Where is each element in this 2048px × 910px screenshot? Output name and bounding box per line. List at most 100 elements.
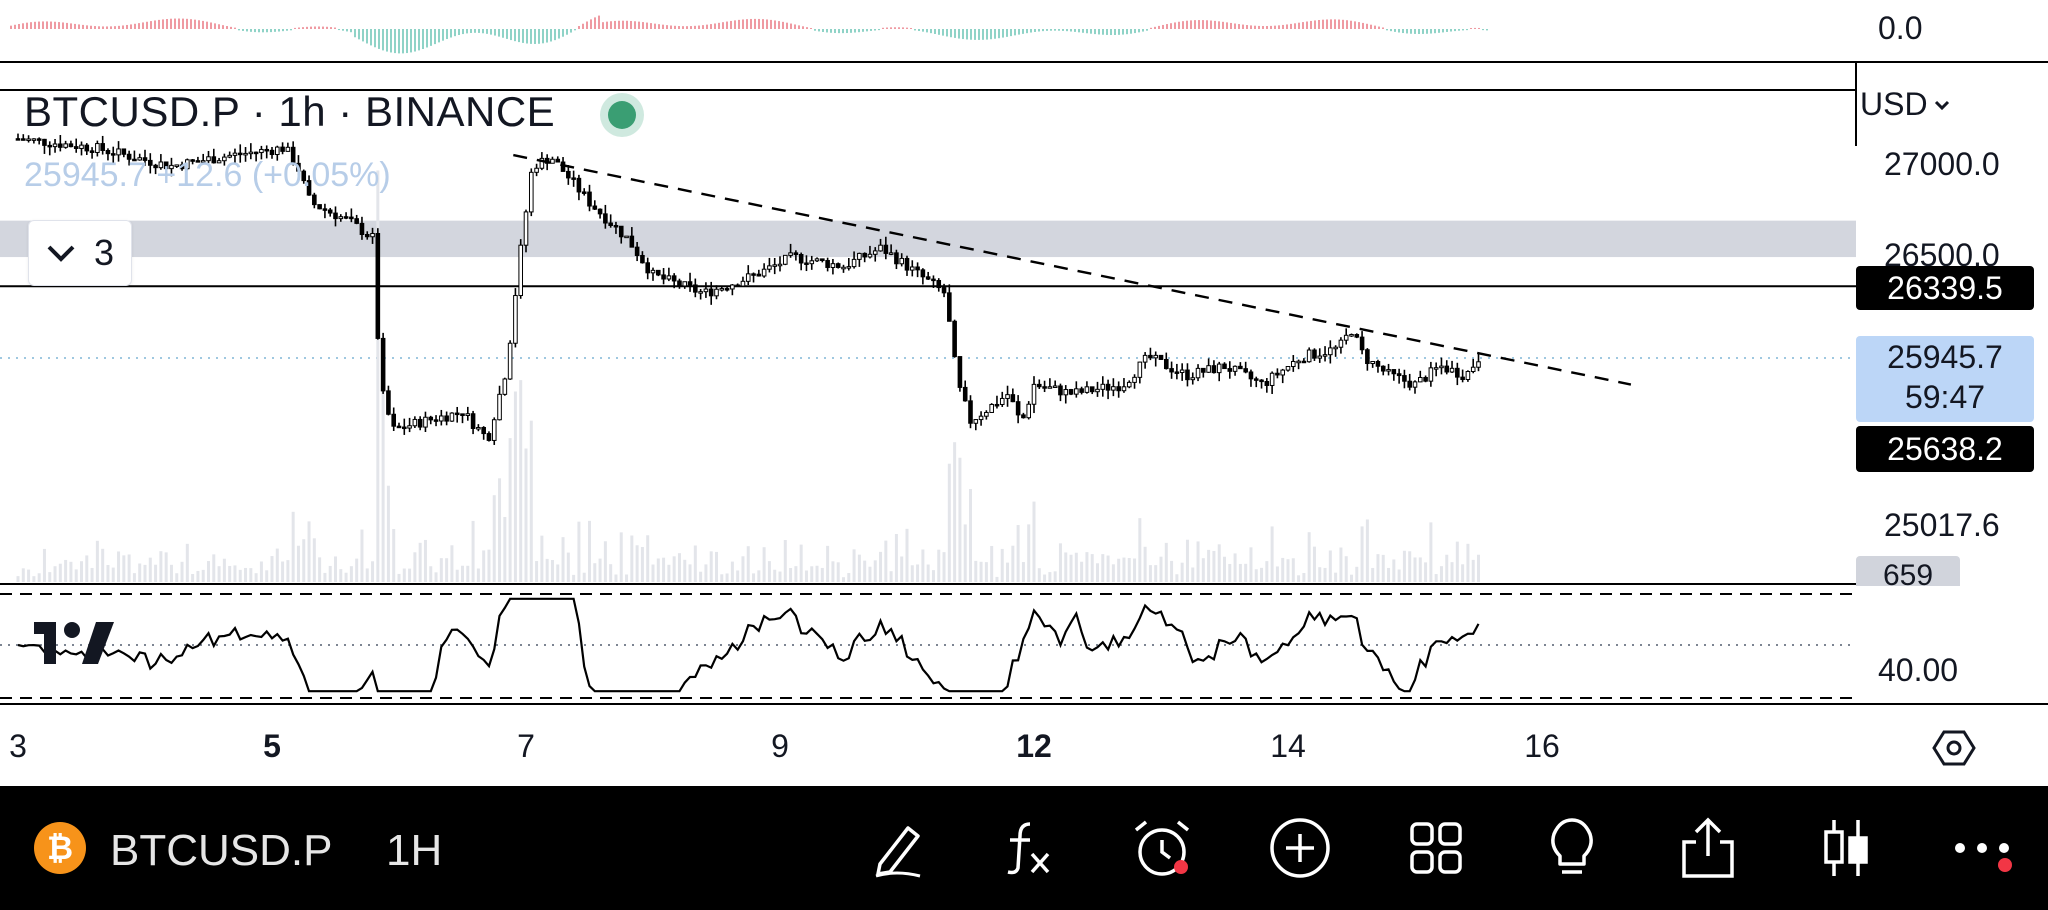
oscillator-bar xyxy=(562,29,564,37)
oscillator-bar xyxy=(466,29,468,34)
symbol-button[interactable]: BTCUSD.P xyxy=(110,826,333,875)
oscillator-bar xyxy=(322,26,324,29)
volume-bar xyxy=(418,542,422,582)
ideas-button[interactable] xyxy=(1540,816,1604,880)
candle-body xyxy=(200,160,206,163)
chart-type-button[interactable] xyxy=(1814,816,1878,880)
oscillator-bar xyxy=(298,27,300,29)
candle-body xyxy=(1232,365,1238,372)
oscillator-bar xyxy=(898,27,900,29)
candle-body xyxy=(872,250,878,255)
oscillator-bar xyxy=(590,19,592,29)
bottom-toolbar: ₿ BTCUSD.P 1H xyxy=(0,786,2048,910)
candle-body xyxy=(1253,378,1259,381)
candle-body xyxy=(1031,383,1037,405)
candle-countdown: 59:47 xyxy=(1904,379,1986,415)
share-button[interactable] xyxy=(1676,816,1740,880)
chevron-down-icon xyxy=(47,245,75,262)
volume-bar xyxy=(672,556,676,582)
oscillator-bar xyxy=(662,24,664,29)
volume-bar xyxy=(1048,572,1052,582)
volume-bar xyxy=(852,549,856,582)
volume-bar xyxy=(1011,545,1015,582)
oscillator-bar xyxy=(138,23,140,29)
volume-bar xyxy=(519,380,523,582)
volume-bar xyxy=(445,558,449,582)
indicators-toggle-button[interactable]: 3 xyxy=(28,220,132,286)
candle-body xyxy=(243,152,248,156)
candle-body xyxy=(618,225,624,238)
oscillator-bar xyxy=(870,29,872,31)
volume-bar xyxy=(360,529,364,582)
more-icon xyxy=(1955,843,2009,853)
candle-body xyxy=(1412,381,1418,388)
volume-bar xyxy=(1175,574,1179,582)
add-button[interactable] xyxy=(1268,816,1332,880)
volume-bar xyxy=(1387,567,1391,582)
volume-bar xyxy=(635,545,639,582)
candle-body xyxy=(719,288,725,291)
oscillator-bar xyxy=(206,21,208,29)
alerts-button[interactable] xyxy=(1130,816,1194,880)
drawing-tools-button[interactable] xyxy=(866,816,930,880)
candle-body xyxy=(137,157,143,161)
candle-body xyxy=(185,159,190,170)
volume-bar xyxy=(699,571,703,582)
oscillator-bar xyxy=(842,29,844,34)
volume-bar xyxy=(196,570,200,582)
oscillator-bar xyxy=(1142,29,1144,32)
volume-bar xyxy=(1016,525,1020,582)
market-status-dot[interactable] xyxy=(600,93,644,137)
oscillator-bar xyxy=(906,27,908,29)
volume-bar xyxy=(1445,554,1449,582)
indicators-button[interactable] xyxy=(996,816,1060,880)
volume-bar xyxy=(1392,559,1396,582)
symbol-title[interactable]: BTCUSD.P · 1h · BINANCE xyxy=(24,88,556,135)
oscillator-bar xyxy=(1238,24,1240,29)
currency-select[interactable]: USD xyxy=(1860,86,1950,123)
candle-body xyxy=(883,244,889,254)
volume-bar xyxy=(752,573,756,582)
oscillator-bar xyxy=(962,29,964,40)
candle-body xyxy=(714,288,719,297)
volume-bar xyxy=(212,554,216,582)
oscillator-bar xyxy=(786,22,788,29)
oscillator-bar xyxy=(1182,21,1184,29)
volume-bar xyxy=(1371,567,1375,582)
candle-body xyxy=(195,160,201,163)
oscillator-bar xyxy=(118,25,120,29)
volume-bar xyxy=(312,538,316,582)
oscillator-bar xyxy=(258,29,260,33)
oscillator-bar xyxy=(686,26,688,29)
volume-bar xyxy=(1323,567,1327,582)
oscillator-bar xyxy=(1410,29,1412,34)
oscillator-bar xyxy=(222,25,224,29)
oscillator-bar xyxy=(358,29,360,40)
settings-icon[interactable] xyxy=(1932,726,1976,770)
volume-bar xyxy=(667,564,671,582)
candle-body xyxy=(1396,373,1402,377)
oscillator-bar xyxy=(1438,29,1440,33)
candle-body xyxy=(1455,367,1460,378)
candle-body xyxy=(105,149,111,155)
candle-body xyxy=(1370,360,1375,365)
oscillator-bar xyxy=(710,24,712,29)
candle-body xyxy=(63,143,68,148)
oscillator-bar xyxy=(618,20,620,29)
oscillator-bar xyxy=(802,26,804,29)
volume-bar xyxy=(1281,557,1285,582)
candle-body xyxy=(79,144,84,149)
volume-bar xyxy=(894,533,898,582)
oscillator-bar xyxy=(614,20,616,29)
candle-body xyxy=(698,291,703,294)
volume-bar xyxy=(545,558,549,582)
candle-body xyxy=(15,138,21,141)
oscillator-bar xyxy=(1318,20,1320,29)
candle-body xyxy=(761,268,767,277)
layouts-button[interactable] xyxy=(1404,816,1468,880)
oscillator-bar xyxy=(818,29,820,32)
interval-button[interactable]: 1H xyxy=(386,826,443,875)
more-button[interactable] xyxy=(1950,816,2014,880)
oscillator-bar xyxy=(170,18,172,29)
